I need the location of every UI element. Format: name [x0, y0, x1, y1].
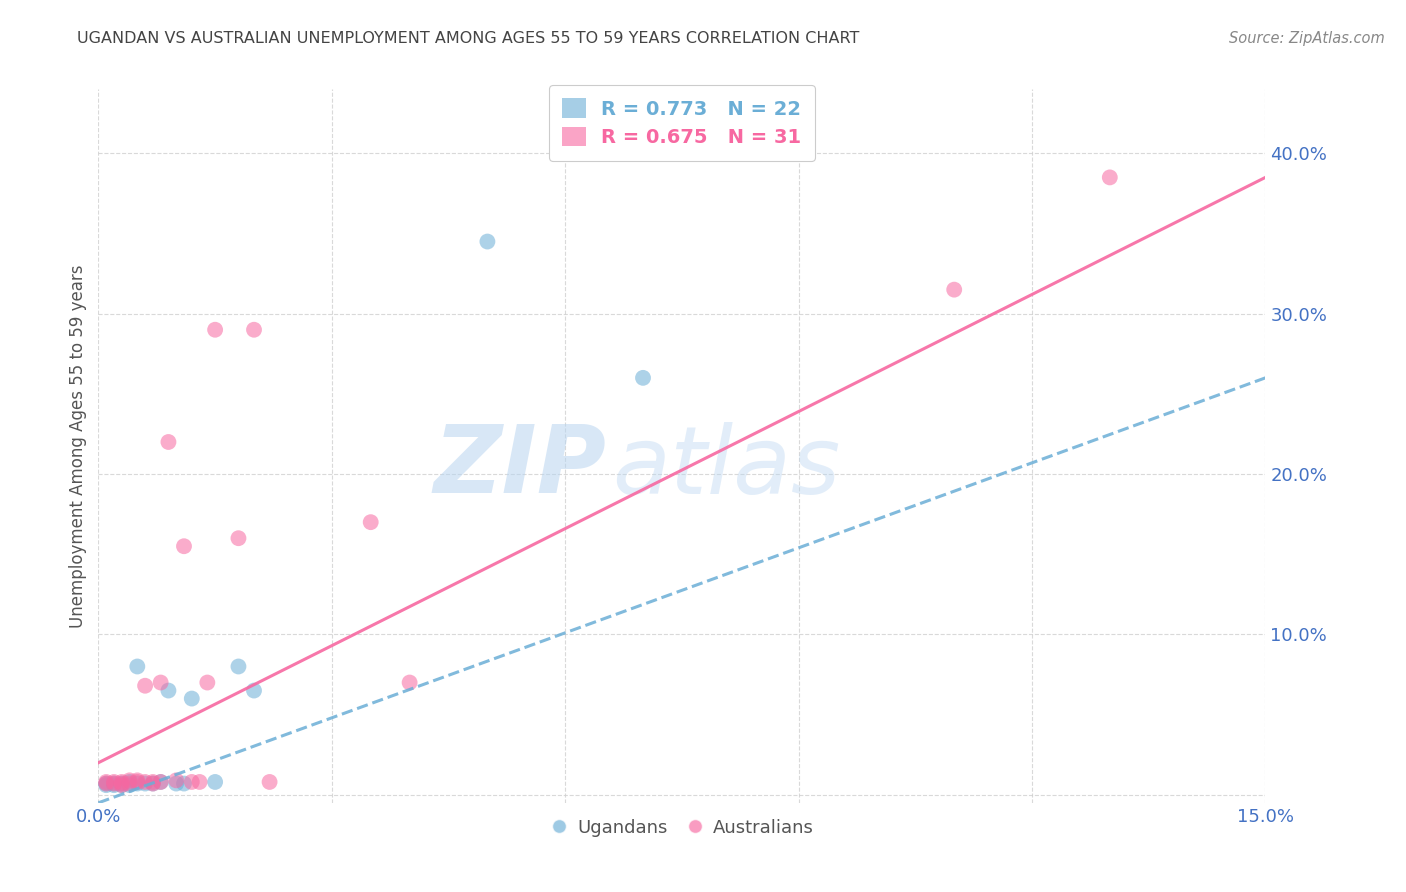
Legend: Ugandans, Australians: Ugandans, Australians — [543, 812, 821, 844]
Point — [259, 775, 281, 789]
Point — [243, 683, 266, 698]
Text: Source: ZipAtlas.com: Source: ZipAtlas.com — [1229, 31, 1385, 46]
Point — [165, 773, 187, 788]
Text: atlas: atlas — [612, 422, 841, 513]
Point — [127, 775, 149, 789]
Point — [1098, 170, 1121, 185]
Point — [142, 775, 165, 789]
Point — [103, 775, 125, 789]
Point — [188, 775, 211, 789]
Point — [103, 778, 125, 792]
Point — [149, 675, 172, 690]
Point — [134, 679, 156, 693]
Point — [96, 778, 118, 792]
Point — [96, 776, 118, 790]
Point — [180, 691, 202, 706]
Point — [103, 776, 125, 790]
Point — [204, 775, 226, 789]
Point — [228, 531, 250, 545]
Point — [111, 778, 134, 792]
Point — [111, 775, 134, 789]
Point — [943, 283, 966, 297]
Point — [96, 775, 118, 789]
Point — [195, 675, 218, 690]
Point — [477, 235, 499, 249]
Point — [96, 776, 118, 790]
Point — [118, 776, 141, 790]
Point — [118, 773, 141, 788]
Point — [204, 323, 226, 337]
Point — [173, 776, 195, 790]
Point — [134, 775, 156, 789]
Point — [173, 539, 195, 553]
Point — [118, 778, 141, 792]
Point — [243, 323, 266, 337]
Point — [149, 775, 172, 789]
Text: UGANDAN VS AUSTRALIAN UNEMPLOYMENT AMONG AGES 55 TO 59 YEARS CORRELATION CHART: UGANDAN VS AUSTRALIAN UNEMPLOYMENT AMONG… — [77, 31, 859, 46]
Point — [134, 776, 156, 790]
Point — [157, 683, 180, 698]
Point — [149, 775, 172, 789]
Point — [142, 776, 165, 790]
Point — [360, 515, 382, 529]
Point — [127, 776, 149, 790]
Point — [127, 659, 149, 673]
Point — [111, 778, 134, 792]
Text: ZIP: ZIP — [433, 421, 606, 514]
Point — [118, 775, 141, 789]
Point — [142, 776, 165, 790]
Point — [127, 773, 149, 788]
Point — [111, 776, 134, 790]
Point — [103, 776, 125, 790]
Point — [180, 775, 202, 789]
Point — [165, 776, 187, 790]
Point — [398, 675, 420, 690]
Point — [111, 776, 134, 790]
Y-axis label: Unemployment Among Ages 55 to 59 years: Unemployment Among Ages 55 to 59 years — [69, 264, 87, 628]
Point — [228, 659, 250, 673]
Point — [157, 435, 180, 450]
Point — [631, 371, 654, 385]
